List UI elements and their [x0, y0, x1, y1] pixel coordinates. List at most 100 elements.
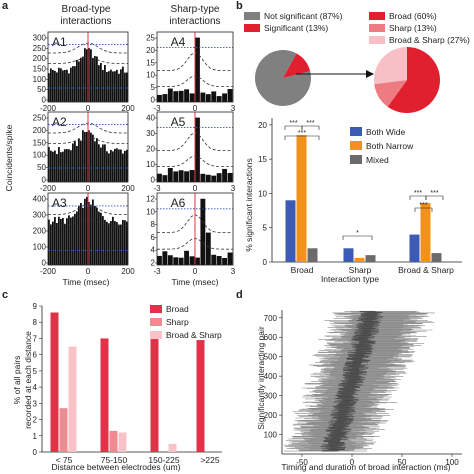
- legend-label: Sharp: [166, 317, 189, 327]
- histogram-bar: [96, 138, 98, 182]
- histogram-bar: [162, 94, 168, 102]
- legend-swatch: [350, 141, 362, 150]
- panel-c-ylabel-line2: recorded at each distance: [23, 331, 33, 429]
- y-tick-label: 100: [33, 151, 47, 160]
- histogram-bar: [86, 131, 88, 182]
- bar-broad: [100, 338, 109, 452]
- histogram-bar: [112, 216, 114, 265]
- histogram-bar: [94, 141, 96, 182]
- broad-header-line1: Broad-type: [62, 4, 111, 15]
- histogram-bar: [90, 132, 92, 182]
- pie-slice-sharp: [374, 80, 407, 107]
- legend-label: Significant (13%): [264, 23, 328, 33]
- significance-mark: *: [356, 230, 359, 237]
- histogram-bar: [98, 211, 100, 265]
- histogram-bar: [108, 71, 110, 102]
- y-tick-label: 400: [264, 372, 278, 381]
- histogram-bar: [110, 69, 112, 102]
- significance-mark: ***: [430, 190, 438, 197]
- category-label: < 75: [56, 455, 73, 465]
- y-tick-label: 500: [264, 353, 278, 362]
- histogram-bar: [116, 222, 118, 265]
- histogram-bar: [195, 37, 200, 102]
- plot-frame: [47, 192, 129, 266]
- histogram-bar: [200, 198, 206, 265]
- histogram-bar: [76, 211, 78, 265]
- y-tick-label: 0: [33, 448, 38, 457]
- category-label: 75-150: [101, 455, 128, 465]
- histogram-bar: [178, 170, 184, 182]
- histogram-bar: [178, 90, 184, 102]
- x-tick-label: -200: [40, 267, 57, 276]
- significance-bracket: [301, 125, 320, 130]
- histogram-bar: [78, 61, 80, 102]
- histogram-bar: [106, 72, 108, 102]
- histogram-bar: [88, 130, 90, 182]
- x-tick-label: 3: [231, 267, 236, 276]
- histogram-bar: [118, 73, 120, 102]
- histogram-bar: [72, 143, 74, 182]
- x-tick-label: 0: [193, 104, 198, 113]
- histogram-bar: [78, 205, 80, 265]
- y-tick-label: 20: [146, 46, 155, 55]
- histogram-bar: [104, 144, 106, 182]
- y-tick-label: 7: [33, 334, 38, 343]
- plot-frame: [47, 31, 129, 103]
- histogram-bar: [126, 149, 128, 182]
- subplot-label: A3: [52, 196, 67, 210]
- sharp-header-line1: Sharp-type: [171, 4, 220, 15]
- y-tick-label: 0: [151, 96, 156, 105]
- y-tick-label: 200: [33, 227, 47, 236]
- histogram-bar: [50, 224, 52, 265]
- y-tick-label: 150: [33, 65, 47, 74]
- bar-broad: [50, 312, 59, 452]
- y-tick-label: 200: [33, 126, 47, 135]
- legend-swatch: [150, 305, 162, 313]
- histogram-bar: [80, 140, 82, 182]
- histogram-bar: [76, 59, 78, 102]
- histogram-bar: [56, 223, 58, 265]
- x-tick-label: 0: [86, 184, 91, 193]
- bar-both-wide: [285, 200, 296, 262]
- histogram-bar: [94, 205, 96, 265]
- panel-label-c: c: [2, 289, 8, 301]
- histogram-bar: [60, 152, 62, 182]
- histogram-bar: [64, 149, 66, 182]
- panel-b-xlabel: Interaction type: [321, 274, 379, 284]
- histogram-bar: [92, 199, 94, 265]
- subplot-label: A6: [171, 196, 186, 210]
- histogram-bar: [86, 49, 88, 102]
- pie-slice-broad-and-sharp: [373, 46, 407, 85]
- histogram-bar: [167, 88, 173, 102]
- legend-swatch: [150, 318, 162, 326]
- histogram-bar: [52, 151, 54, 182]
- histogram-bar: [84, 198, 86, 265]
- y-tick-label: 10: [146, 207, 155, 216]
- bar-both-narrow: [354, 257, 365, 262]
- histogram-bar: [84, 131, 86, 182]
- histogram-bar: [216, 256, 222, 265]
- histogram-bar: [126, 221, 128, 265]
- plot-frame: [156, 31, 234, 103]
- histogram-bar: [162, 175, 168, 182]
- histogram-bar: [100, 147, 102, 182]
- histogram-bar: [68, 149, 70, 182]
- x-tick-label: 3: [231, 184, 236, 193]
- histogram-bar: [222, 168, 228, 182]
- y-tick-label: 6: [33, 351, 38, 360]
- histogram-bar: [120, 149, 122, 182]
- arrow-head: [366, 70, 374, 78]
- histogram-bar: [90, 204, 92, 265]
- y-tick-label: 100: [264, 431, 278, 440]
- x-tick-label: -200: [40, 104, 57, 113]
- legend-label: Broad: [166, 304, 189, 314]
- y-tick-label: 5: [151, 83, 156, 92]
- histogram-bar: [211, 91, 217, 102]
- histogram-bar: [118, 149, 120, 182]
- y-tick-label: 6: [151, 233, 156, 242]
- histogram-bar: [167, 255, 173, 265]
- legend-label: Not significant (87%): [264, 11, 343, 21]
- bar-mixed: [307, 248, 318, 262]
